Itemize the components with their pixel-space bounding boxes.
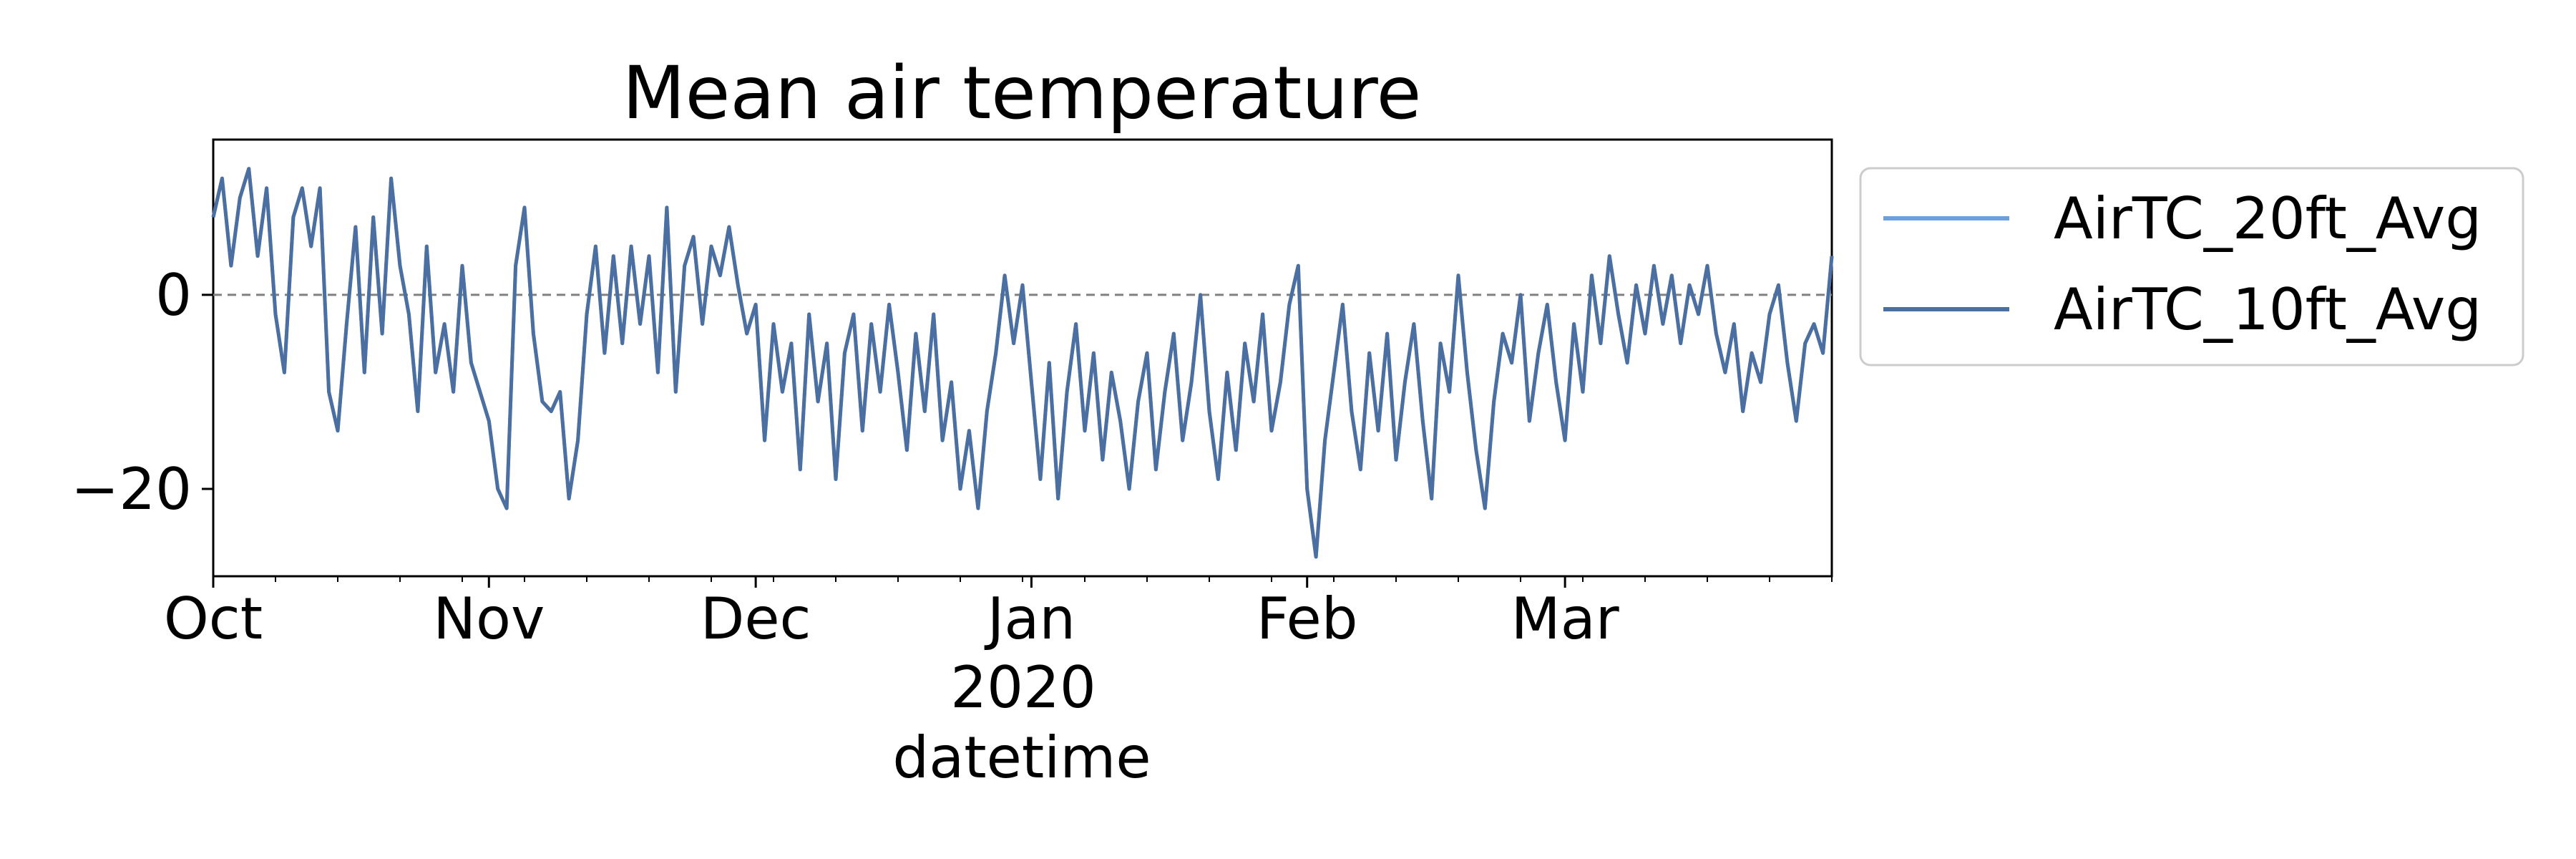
x-axis-label: datetime [892, 724, 1151, 791]
y-tick-label-1: −20 [71, 456, 192, 523]
series-layer [211, 167, 1834, 559]
x-tick-label-oct: Oct [164, 586, 263, 652]
x-tick-label-nov: Nov [433, 586, 545, 652]
legend: AirTC_20ft_Avg AirTC_10ft_Avg [1859, 167, 2524, 367]
legend-box [1859, 167, 2524, 367]
x-axis: Oct Nov Dec Jan Feb Mar [164, 576, 1833, 652]
series-line-airtc-10ft-avg [211, 167, 1834, 559]
y-tick-label-0: 0 [155, 262, 192, 329]
y-axis: 0 −20 [71, 262, 213, 523]
legend-label-airtc-20ft: AirTC_20ft_Avg [2054, 185, 2482, 252]
legend-label-airtc-10ft: AirTC_10ft_Avg [2054, 276, 2482, 343]
x-year-label: 2020 [950, 654, 1096, 721]
x-tick-label-feb: Feb [1257, 586, 1358, 652]
plot-area [211, 138, 1834, 578]
x-tick-label-mar: Mar [1511, 586, 1619, 652]
x-tick-label-dec: Dec [701, 586, 811, 652]
x-tick-label-jan: Jan [984, 586, 1075, 652]
chart-title: Mean air temperature [623, 51, 1422, 136]
